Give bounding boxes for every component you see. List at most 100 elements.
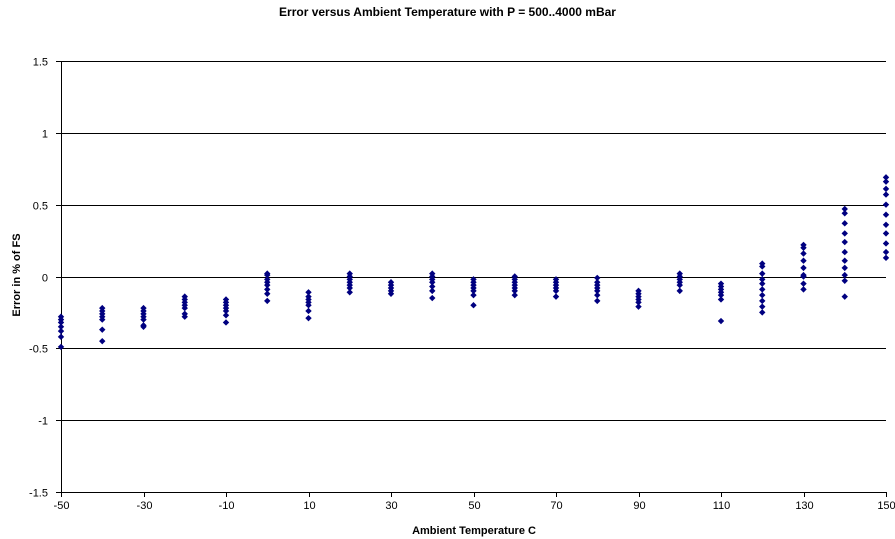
axes	[61, 61, 886, 493]
data-point	[181, 313, 188, 320]
data-point	[800, 257, 807, 264]
data-point	[882, 211, 890, 218]
data-point	[222, 307, 230, 315]
data-point	[882, 248, 890, 256]
data-point	[759, 291, 766, 299]
data-point	[882, 178, 890, 185]
data-point	[470, 291, 477, 299]
data-point	[841, 230, 848, 237]
data-point	[346, 289, 353, 296]
x-axis-label: Ambient Temperature C	[412, 525, 536, 537]
data-point	[594, 297, 601, 305]
data-point	[882, 201, 890, 208]
data-point	[841, 210, 848, 217]
data-point	[511, 291, 518, 299]
y-tick-label: -1.5	[29, 488, 48, 500]
x-tick-label: 110	[713, 500, 731, 512]
data-point	[57, 319, 65, 326]
data-point	[470, 287, 477, 295]
data-point	[429, 294, 436, 302]
y-tick-label: 1.5	[33, 57, 48, 69]
data-point	[800, 286, 807, 293]
data-point	[181, 304, 188, 312]
data-point	[882, 230, 890, 237]
data-point	[717, 296, 725, 303]
data-point	[99, 316, 106, 323]
data-point	[57, 327, 65, 335]
data-point	[841, 205, 848, 213]
data-point	[759, 276, 766, 283]
data-point	[305, 314, 312, 322]
data-point	[841, 220, 848, 227]
data-point	[305, 307, 312, 315]
data-point	[264, 286, 271, 293]
x-tick-label: -30	[137, 500, 153, 512]
x-tick-label: -10	[219, 500, 235, 512]
data-point	[841, 238, 848, 246]
x-tick-label: 30	[385, 500, 397, 512]
data-point	[882, 174, 890, 181]
data-point	[841, 248, 848, 256]
data-point	[882, 254, 890, 262]
data-point	[346, 284, 353, 292]
data-point	[99, 326, 106, 333]
data-point	[841, 277, 848, 285]
data-point	[635, 299, 642, 306]
y-tick-label: 0.5	[33, 201, 48, 213]
data-point	[429, 283, 436, 290]
data-point	[676, 281, 683, 289]
y-tick-label: -1	[38, 416, 48, 428]
data-point	[841, 264, 848, 272]
x-tick-label: 130	[795, 500, 813, 512]
data-point	[594, 287, 601, 295]
y-tick-label: -0.5	[29, 344, 48, 356]
data-point	[841, 257, 848, 264]
data-point	[57, 333, 65, 341]
data-point	[57, 343, 65, 351]
data-point	[759, 263, 766, 270]
y-axis-ticks: 1.5 1 0.5 0 -0.5 -1 -1.5	[29, 57, 61, 500]
data-point	[57, 323, 65, 330]
data-point	[99, 337, 106, 345]
data-point	[264, 290, 271, 297]
data-point	[676, 287, 683, 295]
chart-title: Error versus Ambient Temperature with P …	[279, 5, 616, 19]
data-point	[305, 302, 312, 309]
data-point	[759, 297, 766, 305]
data-point	[800, 273, 807, 280]
data-point	[429, 279, 436, 286]
data-point	[222, 319, 230, 326]
data-point	[140, 316, 147, 323]
x-tick-label: 50	[468, 500, 480, 512]
data-point	[594, 274, 601, 282]
y-tick-label: 1	[42, 129, 48, 141]
data-point	[800, 244, 807, 251]
data-point	[759, 286, 766, 293]
data-point	[264, 271, 271, 279]
data-point	[594, 291, 601, 299]
data-point	[552, 293, 560, 300]
data-point	[882, 221, 890, 228]
data-point	[800, 250, 807, 257]
data-point	[882, 191, 890, 198]
data-point	[222, 312, 230, 319]
x-tick-label: -50	[54, 500, 70, 512]
data-point	[552, 287, 560, 295]
data-point	[470, 302, 477, 309]
data-point	[800, 264, 807, 272]
x-axis-ticks: -50 -30 -10 10 30 50 70 90 110 130 150	[54, 492, 895, 512]
data-point	[429, 287, 436, 295]
x-tick-label: 90	[633, 500, 645, 512]
data-point	[759, 280, 766, 287]
data-point	[882, 185, 890, 193]
data-point	[264, 281, 271, 289]
y-tick-label: 0	[42, 273, 48, 285]
x-tick-label: 150	[877, 500, 895, 512]
data-point	[759, 303, 766, 310]
data-point	[387, 290, 395, 297]
data-point	[305, 289, 312, 296]
data-point	[800, 280, 807, 287]
data-point	[717, 291, 725, 299]
data-point	[841, 271, 848, 279]
